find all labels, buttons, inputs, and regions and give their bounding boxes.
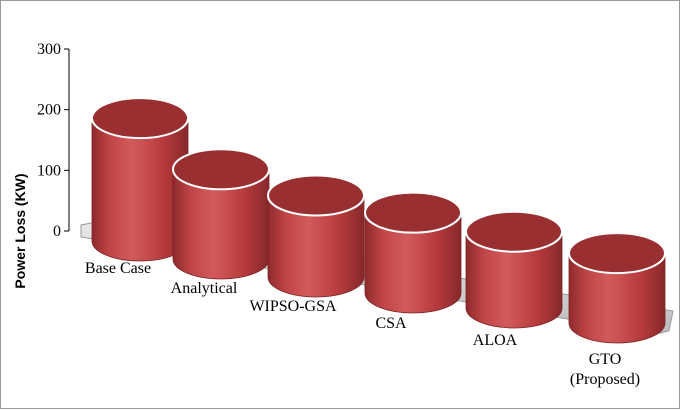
category-label: WIPSO-GSA: [249, 298, 337, 315]
category-label-line: WIPSO-GSA: [249, 298, 337, 315]
cylinder-top: [267, 174, 365, 217]
category-label: GTO (Proposed): [570, 351, 640, 388]
y-axis-title: Power Loss (KW): [12, 173, 28, 288]
y-axis: 0 100 200 300: [37, 41, 70, 240]
y-tick-label: 300: [37, 41, 61, 58]
y-tick-label: 100: [37, 162, 61, 179]
y-tick-label: 200: [37, 102, 61, 119]
category-label-line: Base Case: [85, 260, 151, 277]
category-label-line: CSA: [375, 315, 407, 332]
cylinder-bar: [267, 174, 365, 298]
category-label: ALOA: [473, 332, 518, 349]
category-labels: Base Case Analytical WIPSO-GSA CSA ALOA GTO (P…: [85, 260, 640, 388]
cylinder-bar: [91, 97, 189, 262]
cylinder-top: [364, 191, 462, 234]
category-label: Base Case: [85, 260, 151, 277]
category-label-line: Analytical: [171, 280, 238, 297]
category-label-line: (Proposed): [570, 371, 640, 388]
cylinder-top: [172, 148, 270, 191]
category-label: CSA: [375, 315, 407, 332]
cylinder-bar: [465, 210, 563, 329]
category-label-line: GTO: [589, 351, 622, 368]
cylinder-top: [568, 232, 666, 275]
category-label-line: ALOA: [473, 332, 518, 349]
category-label: Analytical: [171, 280, 238, 297]
cylinder-bar: [172, 148, 270, 280]
cylinder-top: [91, 97, 189, 140]
cylinder-bar: [568, 232, 666, 344]
cylinder-bar: [364, 191, 462, 314]
y-tick-label: 0: [53, 223, 61, 240]
bars: [91, 97, 666, 344]
cylinder-top: [465, 210, 563, 253]
